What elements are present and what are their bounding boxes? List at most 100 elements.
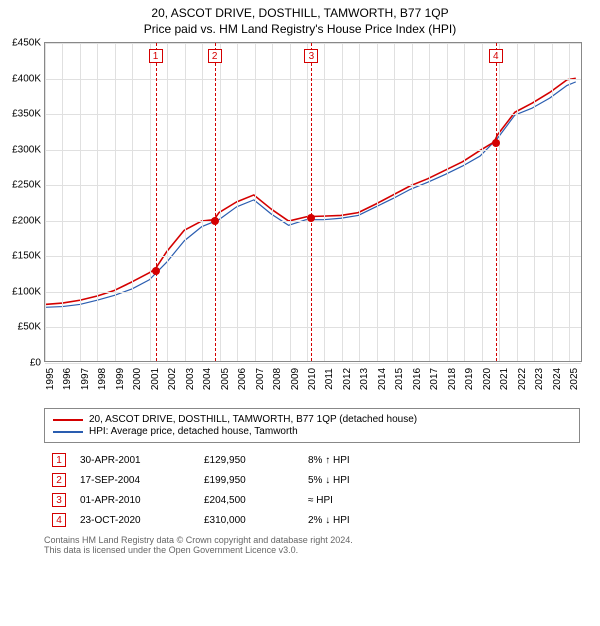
gridline-h <box>45 327 581 328</box>
gridline-v <box>255 43 256 361</box>
y-tick-label: £150K <box>12 251 41 262</box>
y-tick-label: £100K <box>12 286 41 297</box>
footer-attribution: Contains HM Land Registry data © Crown c… <box>44 535 580 555</box>
x-tick-label: 2007 <box>255 368 266 390</box>
event-marker: 3 <box>304 49 318 63</box>
gridline-h <box>45 79 581 80</box>
event-marker: 2 <box>52 473 66 487</box>
x-tick-label: 2016 <box>412 368 423 390</box>
event-marker: 1 <box>149 49 163 63</box>
x-tick-label: 2024 <box>552 368 563 390</box>
gridline-h <box>45 256 581 257</box>
x-tick-label: 2013 <box>359 368 370 390</box>
x-tick-label: 2010 <box>307 368 318 390</box>
event-marker: 4 <box>489 49 503 63</box>
table-row: 423-OCT-2020£310,0002% ↓ HPI <box>46 511 356 529</box>
gridline-v <box>464 43 465 361</box>
event-marker: 4 <box>52 513 66 527</box>
x-tick-label: 2009 <box>290 368 301 390</box>
cell-date: 30-APR-2001 <box>74 451 196 469</box>
cell-marker: 3 <box>46 491 72 509</box>
gridline-v <box>237 43 238 361</box>
chart: £0£50K£100K£150K£200K£250K£300K£350K£400… <box>0 42 590 402</box>
gridline-h <box>45 150 581 151</box>
cell-marker: 1 <box>46 451 72 469</box>
x-tick-label: 2012 <box>342 368 353 390</box>
gridline-v <box>202 43 203 361</box>
y-tick-label: £300K <box>12 144 41 155</box>
gridline-v <box>394 43 395 361</box>
footer-line1: Contains HM Land Registry data © Crown c… <box>44 535 580 545</box>
cell-delta: 8% ↑ HPI <box>302 451 356 469</box>
x-tick-label: 2005 <box>220 368 231 390</box>
gridline-v <box>429 43 430 361</box>
x-tick-label: 1997 <box>80 368 91 390</box>
table-row: 130-APR-2001£129,9508% ↑ HPI <box>46 451 356 469</box>
legend-row: HPI: Average price, detached house, Tamw… <box>53 426 571 437</box>
gridline-v <box>377 43 378 361</box>
gridline-h <box>45 363 581 364</box>
gridline-v <box>62 43 63 361</box>
y-tick-label: £400K <box>12 73 41 84</box>
gridline-v <box>272 43 273 361</box>
gridline-v <box>220 43 221 361</box>
x-tick-label: 2023 <box>534 368 545 390</box>
x-tick-label: 2001 <box>150 368 161 390</box>
legend: 20, ASCOT DRIVE, DOSTHILL, TAMWORTH, B77… <box>44 408 580 443</box>
chart-lines <box>45 43 581 361</box>
gridline-v <box>482 43 483 361</box>
legend-label: 20, ASCOT DRIVE, DOSTHILL, TAMWORTH, B77… <box>89 414 417 425</box>
gridline-v <box>307 43 308 361</box>
gridline-v <box>534 43 535 361</box>
footer-line2: This data is licensed under the Open Gov… <box>44 545 580 555</box>
y-tick-label: £200K <box>12 215 41 226</box>
gridline-v <box>97 43 98 361</box>
legend-swatch <box>53 431 83 433</box>
gridline-v <box>45 43 46 361</box>
event-marker: 3 <box>52 493 66 507</box>
event-point <box>152 267 160 275</box>
cell-marker: 4 <box>46 511 72 529</box>
table-row: 217-SEP-2004£199,9505% ↓ HPI <box>46 471 356 489</box>
x-tick-label: 2008 <box>272 368 283 390</box>
x-tick-label: 1996 <box>62 368 73 390</box>
gridline-v <box>552 43 553 361</box>
event-point <box>211 217 219 225</box>
x-tick-label: 2020 <box>482 368 493 390</box>
y-tick-label: £0 <box>30 358 41 369</box>
event-vline <box>215 43 216 361</box>
event-vline <box>156 43 157 361</box>
cell-price: £204,500 <box>198 491 300 509</box>
title-address: 20, ASCOT DRIVE, DOSTHILL, TAMWORTH, B77… <box>0 6 600 20</box>
cell-delta: 5% ↓ HPI <box>302 471 356 489</box>
title-subtitle: Price paid vs. HM Land Registry's House … <box>0 22 600 36</box>
x-tick-label: 2000 <box>132 368 143 390</box>
x-tick-label: 1999 <box>115 368 126 390</box>
y-tick-label: £350K <box>12 109 41 120</box>
gridline-v <box>412 43 413 361</box>
x-tick-label: 2019 <box>464 368 475 390</box>
gridline-v <box>167 43 168 361</box>
gridline-v <box>447 43 448 361</box>
gridline-h <box>45 292 581 293</box>
cell-price: £129,950 <box>198 451 300 469</box>
x-tick-label: 2025 <box>569 368 580 390</box>
gridline-h <box>45 185 581 186</box>
event-marker: 2 <box>208 49 222 63</box>
gridline-v <box>517 43 518 361</box>
gridline-h <box>45 114 581 115</box>
event-vline <box>311 43 312 361</box>
x-tick-label: 2004 <box>202 368 213 390</box>
event-point <box>307 214 315 222</box>
y-tick-label: £250K <box>12 180 41 191</box>
table-row: 301-APR-2010£204,500≈ HPI <box>46 491 356 509</box>
x-tick-label: 1995 <box>45 368 56 390</box>
x-tick-label: 2003 <box>185 368 196 390</box>
event-point <box>492 139 500 147</box>
legend-row: 20, ASCOT DRIVE, DOSTHILL, TAMWORTH, B77… <box>53 414 571 425</box>
gridline-h <box>45 43 581 44</box>
x-tick-label: 2018 <box>447 368 458 390</box>
events-table: 130-APR-2001£129,9508% ↑ HPI 217-SEP-2004… <box>44 449 358 531</box>
gridline-v <box>80 43 81 361</box>
gridline-v <box>185 43 186 361</box>
